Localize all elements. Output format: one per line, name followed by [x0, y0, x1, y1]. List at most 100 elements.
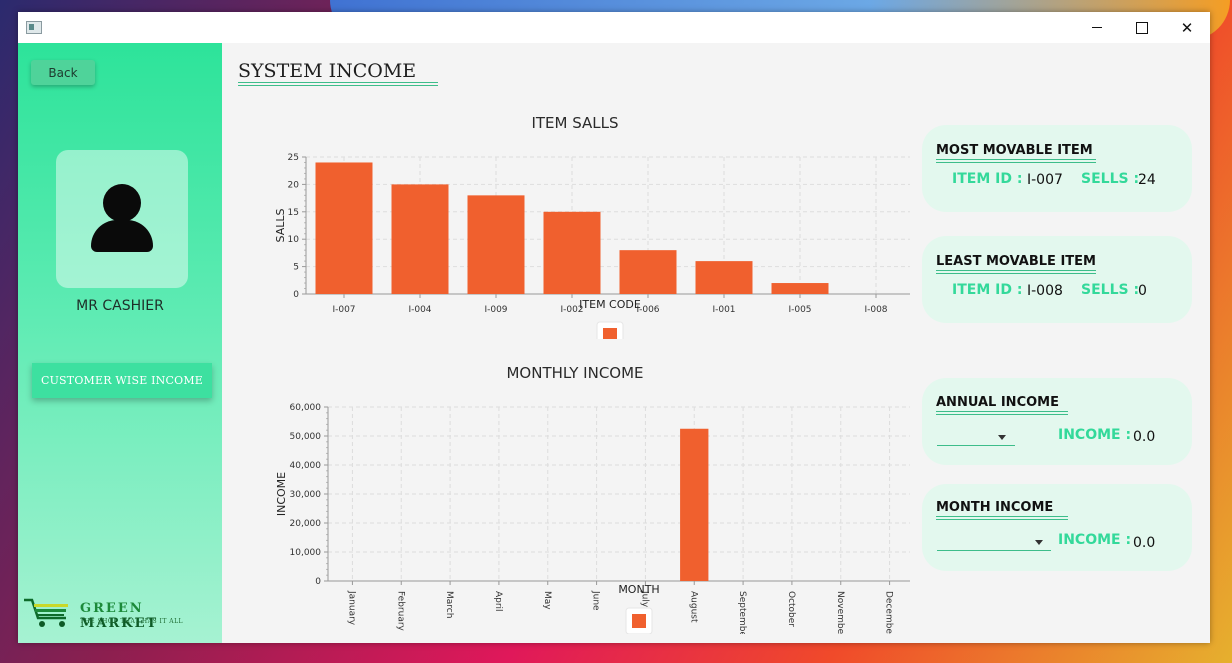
item-id-label: ITEM ID : — [952, 282, 1023, 298]
y-tick-label: 40,000 — [290, 461, 322, 471]
y-tick-label: 0 — [315, 577, 321, 587]
avatar — [56, 150, 188, 288]
app-icon — [26, 21, 42, 34]
chevron-down-icon — [1035, 540, 1043, 545]
heading-underline — [936, 270, 1096, 271]
close-button[interactable]: ✕ — [1164, 12, 1210, 43]
sidebar: Back MR CASHIER CUSTOMER WISE INCOME GRE… — [18, 43, 222, 643]
logo-tagline: THE SHOP THAT HAS IT ALL — [80, 618, 184, 625]
y-axis-label: INCOME — [275, 472, 288, 516]
customer-wise-income-button[interactable]: CUSTOMER WISE INCOME — [32, 363, 212, 398]
item-id-label: ITEM ID : — [952, 171, 1023, 187]
y-tick-label: 50,000 — [290, 432, 322, 442]
y-tick-label: 25 — [288, 153, 299, 163]
most-movable-heading: MOST MOVABLE ITEM — [936, 143, 1093, 158]
x-tick-label: July — [639, 590, 649, 608]
sells-value: 0 — [1138, 283, 1147, 299]
title-bar: ✕ — [18, 12, 1210, 43]
item-sales-chart-title: ITEM SALLS — [531, 114, 619, 132]
x-tick-label: I-008 — [864, 305, 887, 315]
monthly-income-chart-title: MONTHLY INCOME — [506, 364, 644, 382]
bar — [391, 184, 449, 294]
x-tick-label: March — [444, 591, 454, 618]
brand-logo: GREEN MARKET THE SHOP THAT HAS IT ALL — [22, 596, 218, 632]
income-label: INCOME : — [1058, 532, 1132, 548]
y-tick-label: 15 — [288, 208, 299, 218]
annual-income-value: 0.0 — [1133, 429, 1156, 445]
bar — [619, 250, 677, 294]
close-icon: ✕ — [1180, 18, 1194, 37]
month-select[interactable] — [937, 536, 1051, 551]
heading-underline — [936, 519, 1068, 520]
y-tick-label: 10 — [288, 235, 300, 245]
maximize-button[interactable] — [1119, 12, 1165, 43]
sells-label: SELLS : — [1081, 171, 1140, 187]
x-tick-label: November — [835, 591, 845, 634]
legend-swatch — [603, 328, 617, 339]
app-window: ✕ Back MR CASHIER CUSTOMER WISE INCOME G… — [18, 12, 1210, 643]
heading-underline — [936, 411, 1068, 412]
bar — [695, 261, 753, 294]
heading-underline — [936, 273, 1096, 274]
year-select[interactable] — [937, 431, 1015, 446]
x-tick-label: April — [493, 591, 503, 612]
most-movable-card: MOST MOVABLE ITEM ITEM ID : I-007 SELLS … — [922, 125, 1192, 212]
y-tick-label: 10,000 — [290, 548, 322, 558]
x-tick-label: I-005 — [788, 305, 811, 315]
item-id-value: I-007 — [1027, 172, 1063, 188]
x-tick-label: September — [737, 591, 747, 634]
y-tick-label: 20,000 — [290, 519, 322, 529]
bar — [680, 428, 709, 581]
chevron-down-icon — [998, 435, 1006, 440]
user-icon-body — [91, 220, 153, 252]
minimize-button[interactable] — [1074, 12, 1120, 43]
income-label: INCOME : — [1058, 427, 1132, 443]
x-tick-label: December — [884, 591, 894, 634]
month-income-value: 0.0 — [1133, 535, 1156, 551]
page-title: SYSTEM INCOME — [238, 60, 417, 82]
back-button[interactable]: Back — [31, 60, 95, 85]
monthly-income-chart: 0 10,000 20,000 30,000 40,000 50,000 60,000 Jan… — [275, 403, 910, 634]
month-income-heading: MONTH INCOME — [936, 500, 1054, 515]
annual-income-heading: ANNUAL INCOME — [936, 395, 1059, 410]
y-tick-label: 20 — [288, 180, 300, 190]
x-axis-label: ITEM CODE — [579, 298, 641, 311]
y-tick-label: 60,000 — [290, 403, 322, 413]
user-name: MR CASHIER — [76, 298, 164, 314]
bar — [543, 211, 601, 294]
sells-label: SELLS : — [1081, 282, 1140, 298]
y-axis-label: SALLS — [274, 209, 287, 243]
heading-underline — [936, 159, 1096, 160]
x-tick-label: May — [542, 591, 552, 610]
x-tick-label: June — [591, 590, 601, 611]
heading-underline — [936, 162, 1096, 163]
x-tick-label: I-006 — [636, 305, 659, 315]
minimize-icon — [1092, 27, 1102, 28]
bar — [467, 195, 525, 294]
x-tick-label: I-009 — [484, 305, 507, 315]
sells-value: 24 — [1138, 172, 1156, 188]
logo-text: GREEN MARKET — [80, 601, 159, 631]
x-tick-label: I-004 — [408, 305, 431, 315]
maximize-icon — [1136, 21, 1148, 34]
y-tick-label: 30,000 — [290, 490, 322, 500]
y-tick-label: 0 — [293, 290, 299, 300]
x-tick-label: February — [395, 591, 405, 632]
x-axis-label: MONTH — [618, 583, 659, 596]
x-tick-label: October — [786, 591, 796, 627]
month-income-card: MONTH INCOME INCOME : 0.0 — [922, 484, 1192, 571]
x-tick-label: January — [346, 590, 356, 626]
x-tick-label: I-002 — [560, 305, 583, 315]
bar — [315, 162, 373, 294]
x-tick-label: August — [688, 591, 698, 623]
title-underline — [238, 82, 438, 83]
least-movable-heading: LEAST MOVABLE ITEM — [936, 254, 1096, 269]
item-sales-chart: 0 5 10 15 20 25 I-007 I-004 I-009 I-002 I-006 I-001… — [274, 153, 910, 339]
cart-icon — [24, 598, 68, 627]
user-icon — [103, 184, 141, 222]
heading-underline — [936, 516, 1068, 517]
bar — [771, 283, 829, 294]
title-underline — [238, 85, 438, 86]
item-id-value: I-008 — [1027, 283, 1063, 299]
legend-swatch — [632, 614, 646, 628]
